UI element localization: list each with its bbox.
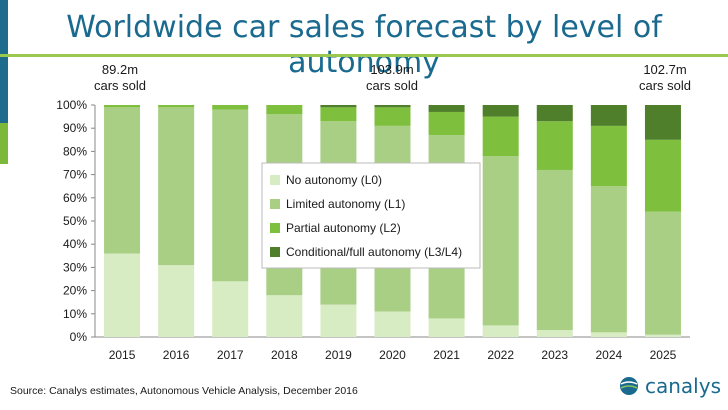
annotation-value: 89.2m [101, 62, 139, 77]
source-note: Source: Canalys estimates, Autonomous Ve… [10, 385, 358, 397]
logo-wordmark: canalys [645, 374, 721, 398]
y-tick-label: 50% [63, 214, 87, 228]
canalys-logo: canalys [617, 371, 725, 401]
bar-segment-2023-s1 [536, 169, 573, 331]
title-divider [0, 54, 728, 57]
legend-swatch [270, 247, 280, 257]
bar-segment-2024-s1 [590, 186, 627, 333]
y-tick-label: 20% [63, 284, 87, 298]
y-tick-label: 60% [63, 191, 87, 205]
bar-segment-2021-s3 [428, 105, 465, 112]
bar-segment-2018-s2 [266, 105, 303, 115]
bar-segment-2023-s0 [536, 330, 573, 337]
bar-segment-2018-s0 [266, 295, 303, 337]
bar-segment-2023-s2 [536, 121, 573, 170]
bar-segment-2024-s3 [590, 105, 627, 126]
bar-segment-2025-s1 [644, 211, 681, 335]
legend-swatch [270, 175, 280, 185]
bar-segment-2022-s1 [482, 156, 519, 326]
bar-segment-2022-s2 [482, 116, 519, 157]
bar-segment-2020-s0 [374, 311, 411, 337]
annotation-2015: 89.2m cars sold [75, 62, 165, 94]
annotation-2020: 103.9m cars sold [347, 62, 437, 94]
annotation-2025: 102.7m cars sold [620, 62, 710, 94]
bar-segment-2024-s0 [590, 332, 627, 337]
bar-segment-2015-s1 [104, 107, 141, 254]
annotation-label: cars sold [638, 78, 692, 93]
annotation-label: cars sold [93, 78, 147, 93]
x-tick-label: 2016 [163, 348, 190, 362]
x-tick-label: 2025 [650, 348, 677, 362]
y-tick-label: 10% [63, 307, 87, 321]
x-tick-label: 2019 [325, 348, 352, 362]
y-tick-label: 100% [56, 98, 87, 112]
annotation-label: cars sold [365, 78, 419, 93]
annotation-value: 103.9m [370, 62, 414, 77]
bar-segment-2022-s0 [482, 325, 519, 337]
y-tick-label: 30% [63, 260, 87, 274]
legend-label: Limited autonomy (L1) [286, 197, 405, 211]
bar-segment-2019-s3 [320, 105, 357, 108]
annotation-value: 102.7m [643, 62, 687, 77]
left-accent-bar [0, 0, 8, 410]
bar-segment-2020-s3 [374, 105, 411, 108]
y-tick-label: 80% [63, 144, 87, 158]
legend-box [261, 162, 481, 269]
legend-label: Conditional/full autonomy (L3/L4) [286, 245, 462, 259]
x-tick-label: 2017 [217, 348, 244, 362]
bar-segment-2017-s1 [212, 109, 249, 282]
bar-segment-2016-s2 [158, 105, 195, 108]
legend-swatch [270, 199, 280, 209]
bar-segment-2023-s3 [536, 105, 573, 122]
y-tick-label: 70% [63, 168, 87, 182]
bar-segment-2017-s0 [212, 281, 249, 337]
globe-icon [620, 377, 638, 395]
bar-segment-2021-s0 [428, 318, 465, 337]
bar-segment-2024-s2 [590, 125, 627, 187]
bar-segment-2015-s0 [104, 253, 141, 337]
x-tick-label: 2022 [487, 348, 514, 362]
bar-segment-2017-s2 [212, 105, 249, 110]
bar-segment-2021-s2 [428, 111, 465, 136]
bar-segment-2015-s2 [104, 105, 141, 108]
x-tick-label: 2021 [433, 348, 460, 362]
legend-label: No autonomy (L0) [286, 173, 382, 187]
x-tick-label: 2023 [541, 348, 568, 362]
bar-segment-2025-s0 [644, 334, 681, 337]
bar-segment-2016-s0 [158, 265, 195, 337]
bar-segment-2019-s0 [320, 304, 357, 337]
legend-label: Partial autonomy (L2) [286, 221, 401, 235]
bar-segment-2019-s2 [320, 107, 357, 122]
x-tick-label: 2018 [271, 348, 298, 362]
x-tick-label: 2020 [379, 348, 406, 362]
y-tick-label: 40% [63, 237, 87, 251]
y-tick-label: 0% [70, 330, 88, 344]
bar-segment-2022-s3 [482, 105, 519, 117]
chart-title: Worldwide car sales forecast by level of… [66, 10, 662, 80]
y-tick-label: 90% [63, 121, 87, 135]
bar-segment-2025-s2 [644, 139, 681, 212]
bar-segment-2020-s2 [374, 107, 411, 126]
x-tick-label: 2015 [109, 348, 136, 362]
legend-swatch [270, 223, 280, 233]
bar-segment-2016-s1 [158, 107, 195, 266]
x-tick-label: 2024 [596, 348, 623, 362]
bar-segment-2025-s3 [644, 105, 681, 140]
